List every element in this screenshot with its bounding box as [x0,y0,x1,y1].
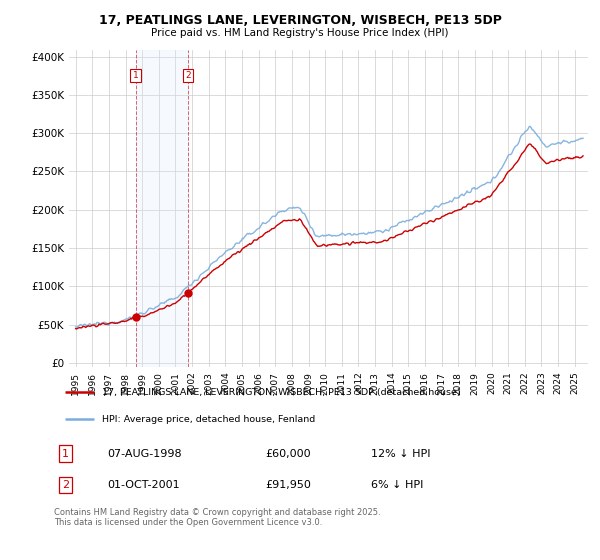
Text: 6% ↓ HPI: 6% ↓ HPI [371,480,423,490]
Text: 17, PEATLINGS LANE, LEVERINGTON, WISBECH, PE13 5DP (detached house): 17, PEATLINGS LANE, LEVERINGTON, WISBECH… [101,388,460,397]
Text: £91,950: £91,950 [265,480,311,490]
Text: 12% ↓ HPI: 12% ↓ HPI [371,449,430,459]
Text: HPI: Average price, detached house, Fenland: HPI: Average price, detached house, Fenl… [101,415,315,424]
Text: 2: 2 [62,480,69,490]
Text: 07-AUG-1998: 07-AUG-1998 [107,449,181,459]
Text: 17, PEATLINGS LANE, LEVERINGTON, WISBECH, PE13 5DP: 17, PEATLINGS LANE, LEVERINGTON, WISBECH… [98,14,502,27]
Text: 2: 2 [185,71,191,80]
Text: £60,000: £60,000 [265,449,311,459]
Bar [136,50,188,367]
Text: 01-OCT-2001: 01-OCT-2001 [107,480,179,490]
Text: 1: 1 [62,449,69,459]
Text: 1: 1 [133,71,139,80]
Text: Price paid vs. HM Land Registry's House Price Index (HPI): Price paid vs. HM Land Registry's House … [151,28,449,38]
Text: Contains HM Land Registry data © Crown copyright and database right 2025.
This d: Contains HM Land Registry data © Crown c… [54,508,380,527]
